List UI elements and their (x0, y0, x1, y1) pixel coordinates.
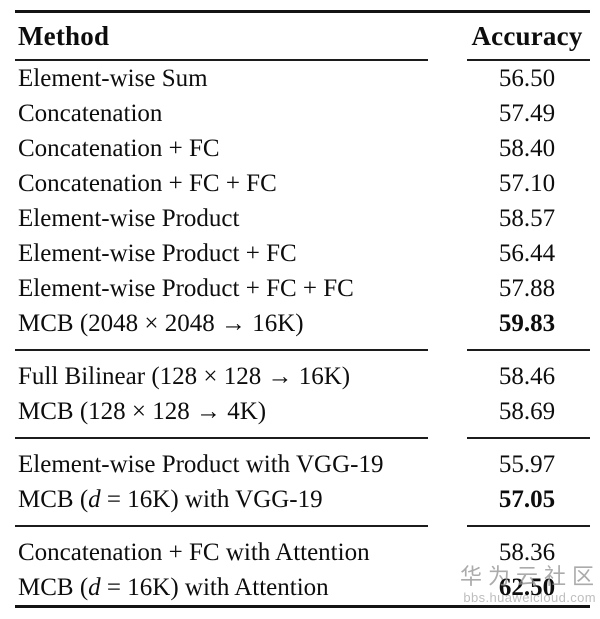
divider-accuracy-segment (467, 437, 590, 439)
table-row: Element-wise Product with VGG-19 55.97 (15, 447, 590, 482)
accuracy-cell: 58.40 (498, 134, 556, 162)
divider-method-segment (15, 437, 428, 439)
method-cell: Element-wise Product + FC (18, 239, 297, 267)
method-cell: Concatenation + FC with Attention (18, 538, 370, 566)
table-row: Element-wise Product + FC 56.44 (15, 236, 590, 271)
divider-method-segment (15, 349, 428, 351)
accuracy-cell: 56.44 (498, 239, 556, 267)
method-column-header: Method (18, 20, 110, 51)
table-row: MCB (d = 16K) with VGG-19 57.05 (15, 482, 590, 517)
table-row: Full Bilinear (128 × 128 → 16K) 58.46 (15, 359, 590, 394)
header-underline-gap (428, 59, 467, 61)
divider-gap (428, 349, 467, 351)
section-divider (15, 341, 590, 359)
header-underline-rule (15, 59, 590, 61)
section-divider (15, 429, 590, 447)
accuracy-cell: 57.49 (498, 99, 556, 127)
divider-gap (428, 437, 467, 439)
accuracy-cell: 59.83 (498, 309, 556, 337)
accuracy-cell: 57.88 (498, 274, 556, 302)
accuracy-cell: 57.10 (498, 169, 556, 197)
method-cell: Concatenation + FC (18, 134, 220, 162)
section-divider-rule (15, 437, 590, 439)
table-row: Element-wise Product + FC + FC 57.88 (15, 271, 590, 306)
accuracy-cell: 56.50 (498, 64, 556, 92)
accuracy-column-header: Accuracy (471, 20, 583, 51)
accuracy-cell: 62.50 (498, 573, 556, 601)
method-cell: MCB (2048 × 2048 → 16K) (18, 309, 304, 337)
table-row: MCB (2048 × 2048 → 16K) 59.83 (15, 306, 590, 341)
accuracy-cell: 58.69 (498, 397, 556, 425)
divider-accuracy-segment (467, 349, 590, 351)
method-cell: Element-wise Sum (18, 64, 208, 92)
accuracy-cell: 58.46 (498, 362, 556, 390)
method-cell: Concatenation (18, 99, 163, 127)
table-top-rule (15, 10, 590, 13)
accuracy-cell: 55.97 (498, 450, 556, 478)
divider-accuracy-segment (467, 525, 590, 527)
accuracy-cell: 58.36 (498, 538, 556, 566)
table-body: Element-wise Sum 56.50 Concatenation 57.49 C… (15, 61, 590, 605)
table-row: MCB (128 × 128 → 4K) 58.69 (15, 394, 590, 429)
math-variable-d: d (88, 573, 101, 601)
method-cell: MCB (128 × 128 → 4K) (18, 397, 267, 425)
math-variable-d: d (88, 485, 101, 513)
section-divider-rule (15, 525, 590, 527)
method-cell: Full Bilinear (128 × 128 → 16K) (18, 362, 351, 390)
accuracy-cell: 58.57 (498, 204, 556, 232)
header-underline-accuracy-segment (467, 59, 590, 61)
section-divider-rule (15, 349, 590, 351)
table-header-row: Method Accuracy (15, 13, 590, 59)
table-row: MCB (d = 16K) with Attention 62.50 (15, 570, 590, 605)
table-bottom-rule (15, 605, 590, 608)
divider-method-segment (15, 525, 428, 527)
method-cell: MCB (d = 16K) with VGG-19 (18, 485, 323, 513)
method-cell: Concatenation + FC + FC (18, 169, 277, 197)
results-table: Method Accuracy Element-wise Sum 56.50 Con… (15, 10, 590, 608)
table-row: Concatenation 57.49 (15, 96, 590, 131)
method-cell: Element-wise Product + FC + FC (18, 274, 354, 302)
header-underline-method-segment (15, 59, 428, 61)
method-cell: Element-wise Product with VGG-19 (18, 450, 384, 478)
section-divider (15, 517, 590, 535)
table-row: Concatenation + FC with Attention 58.36 (15, 535, 590, 570)
method-cell: MCB (d = 16K) with Attention (18, 573, 329, 601)
accuracy-cell: 57.05 (498, 485, 556, 513)
table-row: Element-wise Product 58.57 (15, 201, 590, 236)
method-cell: Element-wise Product (18, 204, 240, 232)
table-row: Element-wise Sum 56.50 (15, 61, 590, 96)
divider-gap (428, 525, 467, 527)
table-row: Concatenation + FC 58.40 (15, 131, 590, 166)
table-row: Concatenation + FC + FC 57.10 (15, 166, 590, 201)
